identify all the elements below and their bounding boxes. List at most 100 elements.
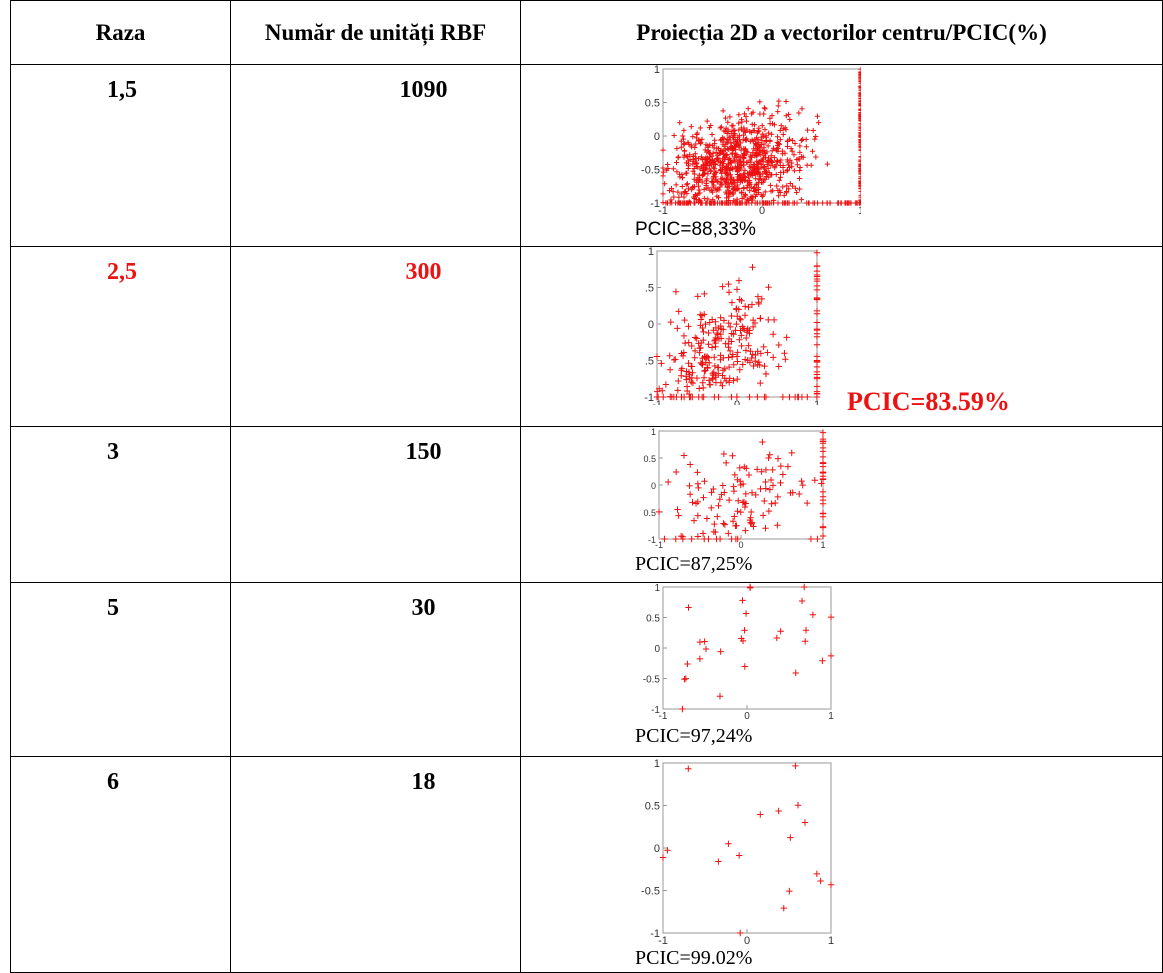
data-point [668, 197, 674, 203]
data-point [765, 159, 771, 165]
data-point [775, 341, 782, 349]
data-point [787, 180, 793, 187]
data-point [675, 308, 682, 315]
data-point [725, 496, 733, 504]
data-point [709, 131, 715, 138]
x-tick-label: -1 [659, 711, 668, 722]
data-point [777, 462, 785, 470]
data-point [767, 115, 773, 121]
data-point [680, 452, 688, 459]
y-tick-label: 0 [654, 843, 660, 855]
data-point [698, 140, 704, 146]
data-point [824, 161, 831, 167]
data-point [694, 293, 701, 300]
data-point [682, 141, 688, 147]
data-point [700, 494, 707, 501]
data-point [775, 807, 782, 815]
data-point [858, 140, 861, 146]
data-point [742, 527, 749, 534]
data-point [858, 111, 861, 117]
data-point [774, 183, 780, 189]
data-point [802, 627, 810, 634]
data-point [813, 282, 821, 290]
data-point [681, 676, 688, 683]
y-tick-label: 1 [654, 65, 660, 76]
data-point [761, 133, 767, 140]
data-point [755, 300, 763, 308]
data-point [769, 354, 777, 361]
data-point [858, 98, 861, 104]
data-point [730, 361, 737, 368]
data-point [739, 190, 745, 196]
data-point [685, 158, 691, 164]
data-point [714, 364, 722, 371]
x-tick-label: -1 [652, 399, 662, 405]
data-point [759, 123, 765, 129]
data-point [711, 158, 717, 164]
data-point [777, 136, 783, 143]
data-point [685, 323, 692, 330]
data-point [731, 179, 737, 186]
data-point [736, 136, 743, 143]
data-point [803, 499, 811, 507]
data-point [728, 312, 735, 320]
data-point [810, 127, 816, 134]
data-point [813, 154, 819, 160]
data-point [858, 147, 861, 153]
data-point [720, 108, 726, 114]
data-point [686, 371, 693, 378]
data-point [725, 165, 731, 171]
data-point [728, 159, 734, 165]
data-point [667, 318, 675, 326]
data-point [770, 316, 778, 324]
data-point [673, 182, 679, 188]
data-point [749, 351, 756, 358]
data-point [718, 147, 724, 153]
data-point [742, 129, 748, 135]
data-point [784, 168, 790, 174]
data-point [741, 150, 747, 157]
data-point [701, 478, 708, 485]
data-point [768, 500, 775, 507]
data-point [723, 125, 729, 131]
data-point [761, 362, 768, 370]
data-point [792, 762, 799, 770]
data-point [681, 154, 687, 160]
data-point [731, 139, 737, 145]
data-point [761, 497, 768, 505]
data-point [765, 507, 773, 515]
data-point [700, 172, 706, 178]
data-point [820, 200, 826, 206]
data-point [781, 350, 788, 357]
data-point [732, 151, 739, 157]
data-point [801, 638, 809, 645]
data-point [858, 78, 861, 84]
data-point [758, 134, 764, 140]
data-point [753, 466, 761, 473]
data-point [786, 887, 793, 895]
data-point [757, 379, 764, 387]
data-point [672, 535, 679, 543]
data-point [709, 187, 715, 194]
data-point [748, 489, 756, 496]
data-point [819, 524, 827, 531]
pcic-label: PCIC=88,33% [635, 219, 756, 240]
data-point [675, 189, 681, 195]
data-point [784, 183, 790, 189]
data-point [732, 158, 738, 164]
data-point [717, 167, 723, 174]
raza-value: 6 [107, 769, 119, 795]
data-point [742, 175, 749, 181]
data-point [742, 191, 748, 197]
data-point [724, 191, 730, 197]
data-point [858, 183, 861, 189]
data-point [705, 329, 712, 337]
data-point [675, 377, 682, 385]
data-point [757, 315, 764, 322]
data-point [683, 368, 690, 375]
data-point [728, 393, 735, 401]
data-point [858, 165, 861, 171]
data-point [856, 200, 861, 206]
data-point [738, 147, 744, 153]
data-point [817, 877, 824, 885]
